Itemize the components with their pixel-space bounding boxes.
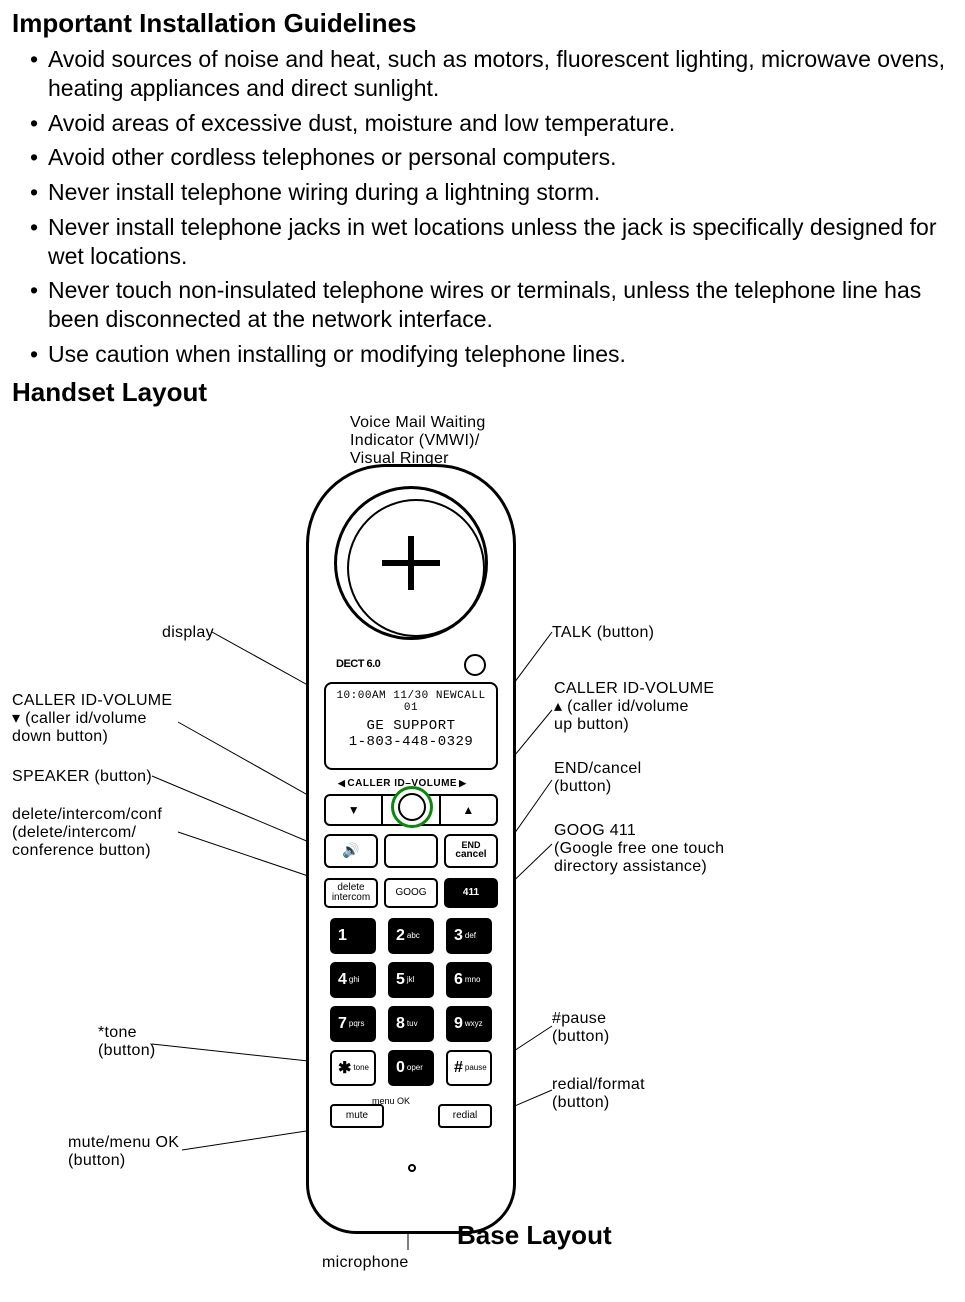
lcd-row-2: GE SUPPORT bbox=[326, 718, 496, 734]
keypad-key: 5jkl bbox=[388, 962, 434, 998]
guidelines-heading: Important Installation Guidelines bbox=[12, 8, 953, 39]
dect-badge: DECT 6.0 bbox=[336, 658, 380, 670]
handset-layout-heading: Handset Layout bbox=[12, 377, 953, 408]
guideline-item: Never touch non-insulated telephone wire… bbox=[30, 276, 953, 334]
keypad-key: 3def bbox=[446, 918, 492, 954]
keypad-key: 0oper bbox=[388, 1050, 434, 1086]
keypad-key: #pause bbox=[446, 1050, 492, 1086]
keypad-key: 6mno bbox=[446, 962, 492, 998]
speaker-button-icon bbox=[324, 834, 378, 868]
keypad-key: 8tuv bbox=[388, 1006, 434, 1042]
keypad-key: 1 bbox=[330, 918, 376, 954]
keypad-key: ✱tone bbox=[330, 1050, 376, 1086]
delete-label-bottom: intercom bbox=[332, 893, 370, 903]
volume-down-icon bbox=[326, 796, 383, 824]
soft-row: END cancel bbox=[324, 834, 498, 868]
redial-button: redial bbox=[438, 1104, 492, 1128]
delete-intercom-button: delete intercom bbox=[324, 878, 378, 908]
lcd-display: 10:00AM 11/30 NEWCALL 01 GE SUPPORT 1-80… bbox=[324, 682, 498, 770]
end-cancel-button: END cancel bbox=[444, 834, 498, 868]
talk-button bbox=[391, 786, 433, 828]
guideline-item: Avoid areas of excessive dust, moisture … bbox=[30, 109, 953, 138]
keypad-key: 9wxyz bbox=[446, 1006, 492, 1042]
mute-button: mute bbox=[330, 1104, 384, 1128]
guideline-item: Avoid other cordless telephones or perso… bbox=[30, 143, 953, 172]
delete-label-top: delete bbox=[337, 883, 364, 893]
ge-logo-icon bbox=[464, 654, 486, 676]
keypad-key: 2abc bbox=[388, 918, 434, 954]
guideline-item: Use caution when installing or modifying… bbox=[30, 340, 953, 369]
microphone-icon bbox=[408, 1164, 416, 1172]
base-layout-heading: Base Layout bbox=[457, 1220, 612, 1251]
guideline-item: Avoid sources of noise and heat, such as… bbox=[30, 45, 953, 103]
keypad-key: 4ghi bbox=[330, 962, 376, 998]
guidelines-list: Avoid sources of noise and heat, such as… bbox=[30, 45, 953, 369]
earpiece-cross bbox=[382, 560, 440, 566]
caller-id-volume-bar: CALLER ID–VOLUME bbox=[338, 778, 467, 789]
goog-411-button: 411 bbox=[444, 878, 498, 908]
lcd-row-1: 10:00AM 11/30 NEWCALL 01 bbox=[326, 690, 496, 714]
handset-diagram: Voice Mail Waiting Indicator (VMWI)/ Vis… bbox=[12, 414, 952, 1294]
goog-button: GOOG bbox=[384, 878, 438, 908]
guideline-item: Never install telephone wiring during a … bbox=[30, 178, 953, 207]
goog-row: delete intercom GOOG 411 bbox=[324, 878, 498, 908]
lcd-row-3: 1-803-448-0329 bbox=[326, 734, 496, 750]
guideline-item: Never install telephone jacks in wet loc… bbox=[30, 213, 953, 271]
soft-mid-button bbox=[384, 834, 438, 868]
volume-up-icon bbox=[441, 796, 496, 824]
handset-illustration: DECT 6.0 10:00AM 11/30 NEWCALL 01 GE SUP… bbox=[296, 464, 526, 1244]
menu-row: mute redial bbox=[330, 1104, 492, 1128]
end-label-bottom: cancel bbox=[455, 850, 486, 860]
numeric-keypad: 1 2abc 3def 4ghi 5jkl 6mno 7pqrs 8tuv 9wxyz ✱tone… bbox=[330, 918, 492, 1086]
keypad-key: 7pqrs bbox=[330, 1006, 376, 1042]
